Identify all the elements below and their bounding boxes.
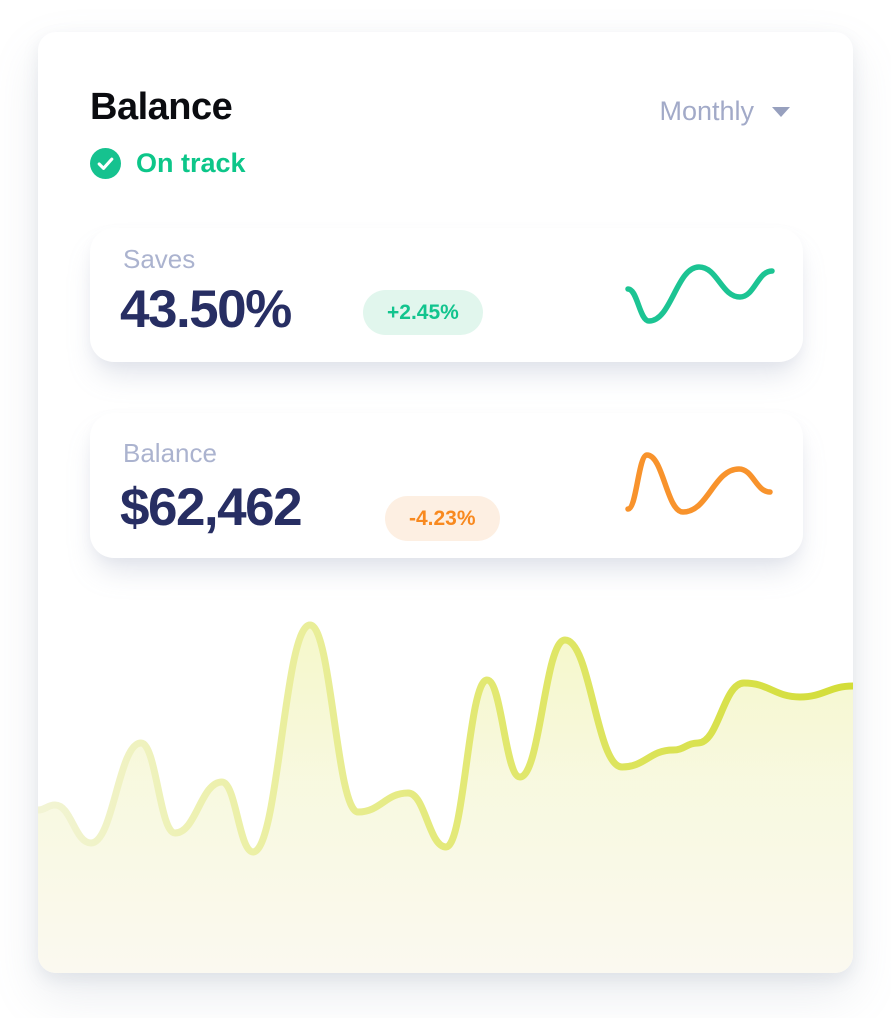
stat-card-saves: Saves 43.50% +2.45% (90, 228, 803, 362)
change-badge-text: +2.45% (387, 300, 459, 324)
change-badge-negative: -4.23% (385, 496, 500, 541)
change-badge-text: -4.23% (409, 506, 476, 530)
stat-value: $62,462 (120, 478, 303, 537)
status-badge: On track (90, 148, 246, 179)
stat-value: 43.50% (120, 280, 292, 339)
balance-area-chart (38, 621, 853, 973)
balance-sparkline-chart (625, 452, 773, 515)
period-dropdown-value: Monthly (659, 96, 754, 126)
change-badge-positive: +2.45% (363, 290, 483, 335)
stat-label: Saves (123, 244, 196, 274)
balance-widget-card: Balance Monthly On track Saves 43.50% +2… (38, 32, 853, 973)
page-title: Balance (90, 86, 233, 128)
saves-sparkline-chart (625, 264, 775, 324)
chevron-down-icon (772, 106, 790, 117)
area-line (38, 621, 853, 856)
period-dropdown[interactable]: Monthly (659, 96, 791, 127)
stat-card-balance: Balance $62,462 -4.23% (90, 413, 803, 558)
check-circle-icon (90, 148, 121, 179)
stat-label: Balance (123, 438, 217, 468)
status-label: On track (136, 148, 246, 178)
area-fill (38, 625, 853, 973)
